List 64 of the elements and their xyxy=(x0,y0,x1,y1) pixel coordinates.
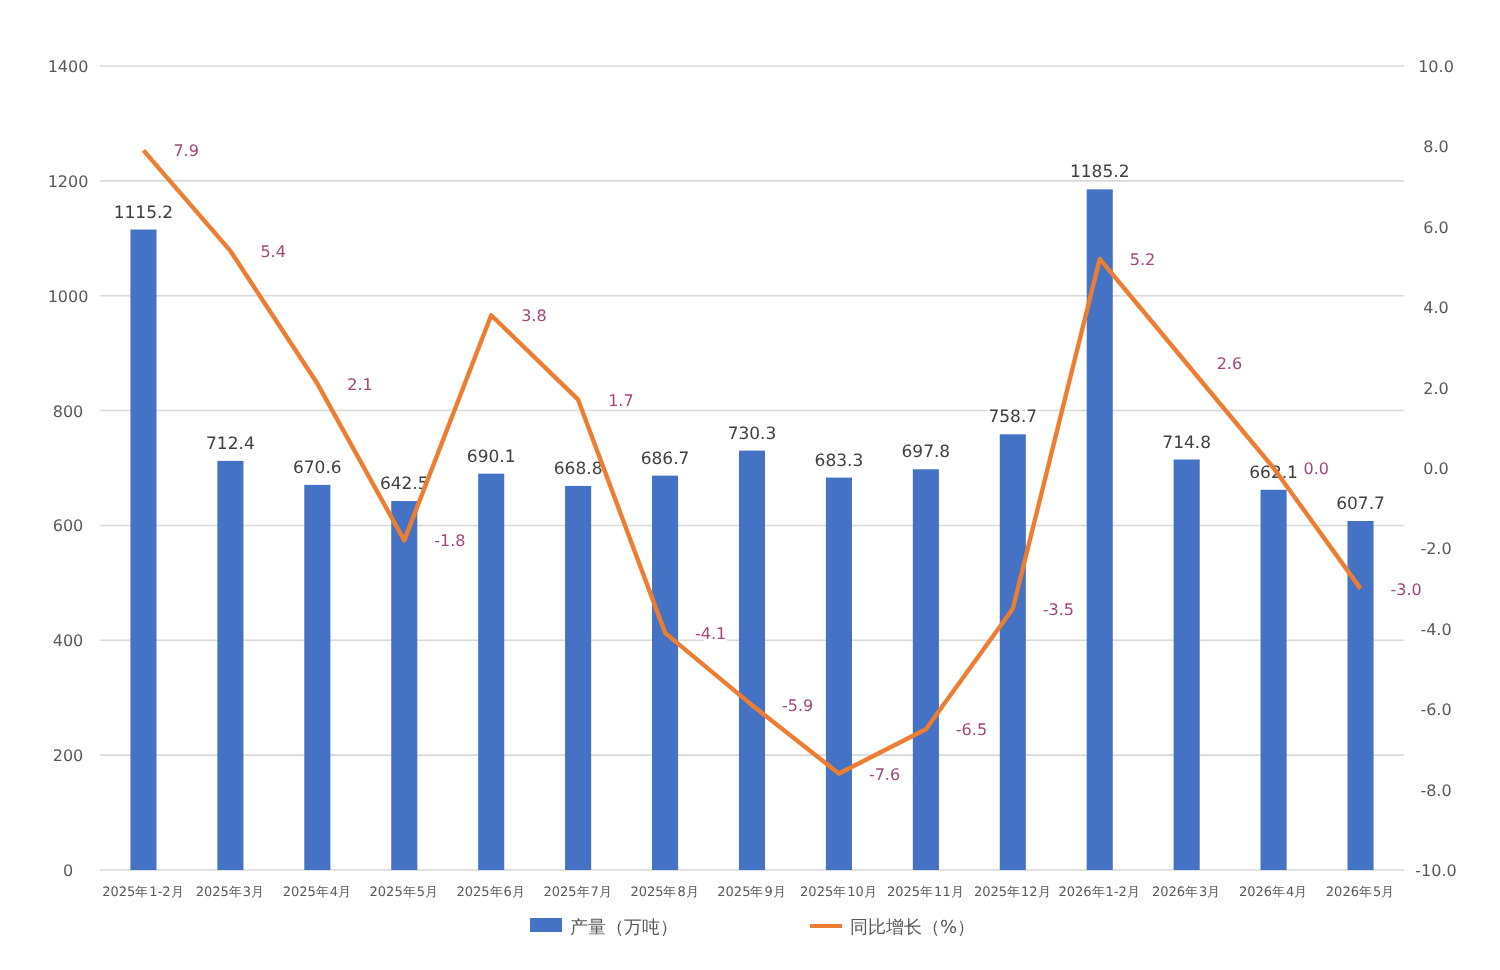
y2-tick-label: 2.0 xyxy=(1423,379,1449,398)
y2-tick-label: 8.0 xyxy=(1423,138,1449,157)
bar xyxy=(1347,521,1374,870)
y2-tick-label: -4.0 xyxy=(1420,620,1452,639)
data-label: 670.6 xyxy=(292,458,342,479)
data-label: 758.7 xyxy=(988,408,1038,429)
data-label: -1.8 xyxy=(434,532,466,551)
data-label: -3.5 xyxy=(1042,600,1075,619)
legend-label: 同比增长（%） xyxy=(850,917,976,939)
data-label: 668.8 xyxy=(553,459,603,480)
data-label: 730.3 xyxy=(727,424,777,445)
data-label: 1185.2 xyxy=(1069,163,1130,184)
y2-tick-label: 0.0 xyxy=(1423,460,1449,478)
data-label: 686.7 xyxy=(640,449,690,470)
data-label: 1115.2 xyxy=(113,203,174,224)
bar xyxy=(1173,459,1200,870)
y2-tick-label: 4.0 xyxy=(1423,299,1449,318)
data-label: 2.1 xyxy=(347,375,373,394)
y-tick-label: 0 xyxy=(62,862,74,880)
legend-label: 产量（万吨） xyxy=(570,917,678,939)
y-tick-label: 1000 xyxy=(47,287,89,306)
data-label: 5.2 xyxy=(1129,250,1156,269)
bar xyxy=(217,460,244,870)
y-tick-label: 400 xyxy=(52,632,84,651)
data-label: 714.8 xyxy=(1162,433,1212,454)
bar xyxy=(1260,489,1287,870)
data-label: 2.6 xyxy=(1216,355,1243,374)
bar xyxy=(1086,189,1113,870)
data-label: 1.7 xyxy=(608,391,634,410)
data-label: -3.0 xyxy=(1390,580,1422,599)
data-label: 697.8 xyxy=(901,443,951,464)
y-tick-label: 1200 xyxy=(47,172,89,191)
bar xyxy=(999,434,1026,870)
y2-tick-label: 10.0 xyxy=(1418,58,1454,76)
bar xyxy=(825,477,852,870)
y-tick-label: 200 xyxy=(52,747,84,766)
data-label: 712.4 xyxy=(206,434,255,455)
data-label: 607.7 xyxy=(1336,495,1385,516)
data-label: 3.8 xyxy=(521,307,547,326)
y2-tick-label: -6.0 xyxy=(1420,701,1452,720)
y2-tick-label: -8.0 xyxy=(1420,781,1452,800)
y2-tick-label: -10.0 xyxy=(1415,862,1457,880)
y2-tick-label: 6.0 xyxy=(1423,218,1449,237)
bar xyxy=(912,469,939,870)
data-label: -5.9 xyxy=(782,697,814,716)
bar xyxy=(478,473,505,870)
y-tick-label: 600 xyxy=(52,517,84,536)
data-label: 5.4 xyxy=(260,242,286,261)
y-tick-label: 1400 xyxy=(47,58,89,76)
data-label: 690.1 xyxy=(466,447,516,468)
data-label: -4.1 xyxy=(695,624,727,643)
y2-tick-label: -2.0 xyxy=(1420,540,1452,559)
data-label: -7.6 xyxy=(868,765,901,784)
bar xyxy=(565,485,592,870)
bar xyxy=(130,229,157,870)
y-tick-label: 800 xyxy=(52,402,84,421)
bar xyxy=(738,450,766,870)
data-label: 0.0 xyxy=(1303,460,1330,478)
bar xyxy=(304,484,331,870)
bar xyxy=(391,501,418,870)
data-label: -6.5 xyxy=(955,721,988,740)
data-label: 7.9 xyxy=(173,142,199,161)
data-label: 683.3 xyxy=(814,451,864,472)
bar xyxy=(652,475,679,870)
